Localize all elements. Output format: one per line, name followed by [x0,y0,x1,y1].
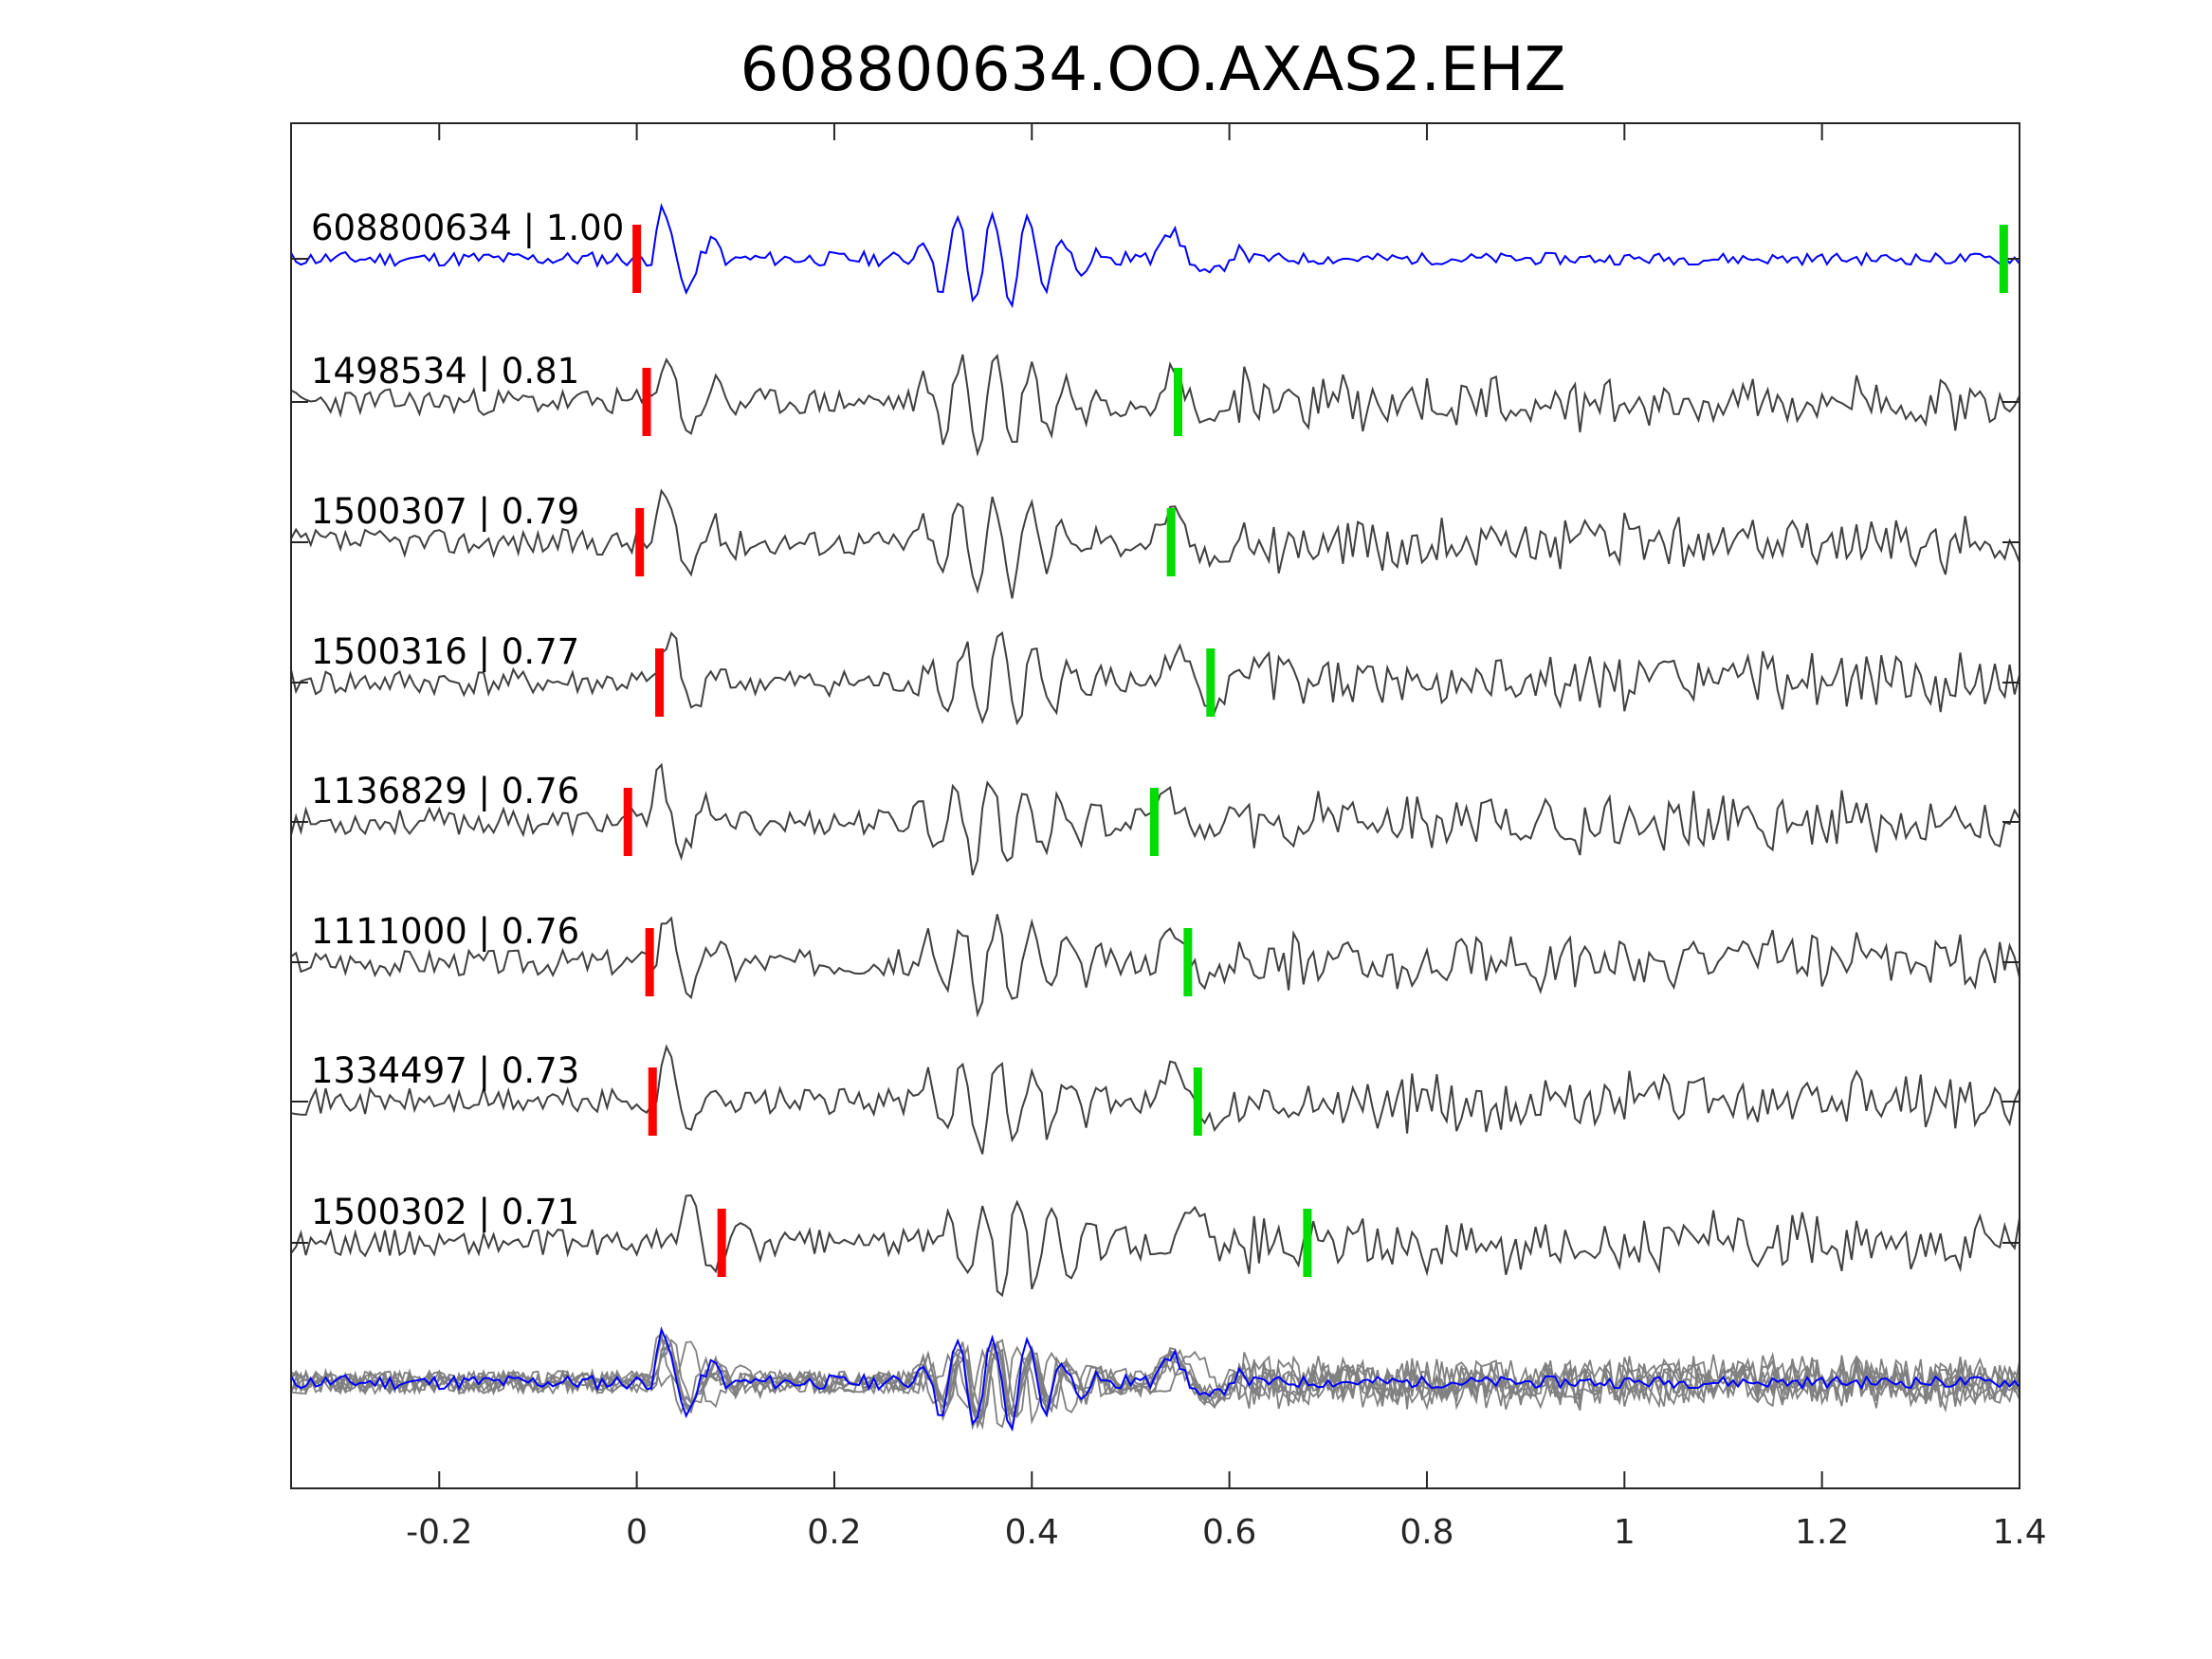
p-pick-marker [623,788,632,856]
p-pick-marker [635,508,645,576]
x-tick-label: 1 [1614,1513,1636,1552]
plot-area [290,203,2020,1432]
waveform-trace [290,203,2020,309]
x-tick-label: 1.2 [1795,1513,1849,1552]
stack-template-trace [290,1326,2020,1432]
waveform-trace [290,488,2020,599]
p-pick-marker [642,368,651,436]
waveform-trace [290,630,2020,726]
trace-labels: 608800634 | 1.00 1498534 | 0.81 1500307 | … [311,208,624,1232]
s-pick-marker [1173,368,1182,436]
axes-box [290,122,2020,1489]
x-tick-label: 0.6 [1202,1513,1256,1552]
p-pick-marker [655,648,665,717]
s-pick-marker [1193,1067,1202,1136]
x-axis: -0.2 0 0.2 0.4 0.6 0.8 1 1.2 1.4 [406,123,2047,1552]
s-pick-marker [1999,225,2008,293]
waveform-trace [290,1044,2020,1155]
p-pick-marker [645,928,654,996]
s-pick-marker [1149,788,1159,856]
p-pick-marker [632,225,642,293]
waveform-trace [290,914,2020,1018]
x-tick-label: 1.4 [1992,1513,2046,1552]
x-tick-label: -0.2 [406,1513,472,1552]
trace-label: 1498534 | 0.81 [311,351,579,392]
s-pick-marker [1206,648,1216,717]
x-tick-label: 0.2 [807,1513,861,1552]
trace-label: 1334497 | 0.73 [311,1050,579,1091]
s-pick-marker [1303,1209,1312,1277]
p-pick-marker [648,1067,657,1136]
trace-label: 608800634 | 1.00 [311,208,624,248]
trace-label: 1500302 | 0.71 [311,1192,579,1232]
stack-trace [290,1333,2020,1431]
x-tick-label: 0.8 [1399,1513,1453,1552]
trace-label: 1136829 | 0.76 [311,771,579,811]
trace-label: 1500307 | 0.79 [311,491,579,532]
x-tick-label: 0 [626,1513,648,1552]
waveform-trace [290,354,2020,457]
p-pick-marker [717,1209,726,1277]
chart-title: 608800634.OO.AXAS2.EHZ [740,35,1566,105]
s-pick-marker [1166,508,1176,576]
x-tick-label: 0.4 [1005,1513,1059,1552]
trace-label: 1111000 | 0.76 [311,911,579,952]
waveform-trace [290,1194,2020,1298]
trace-label: 1500316 | 0.77 [311,631,579,672]
s-pick-marker [1183,928,1193,996]
stack-trace [290,1332,2020,1431]
